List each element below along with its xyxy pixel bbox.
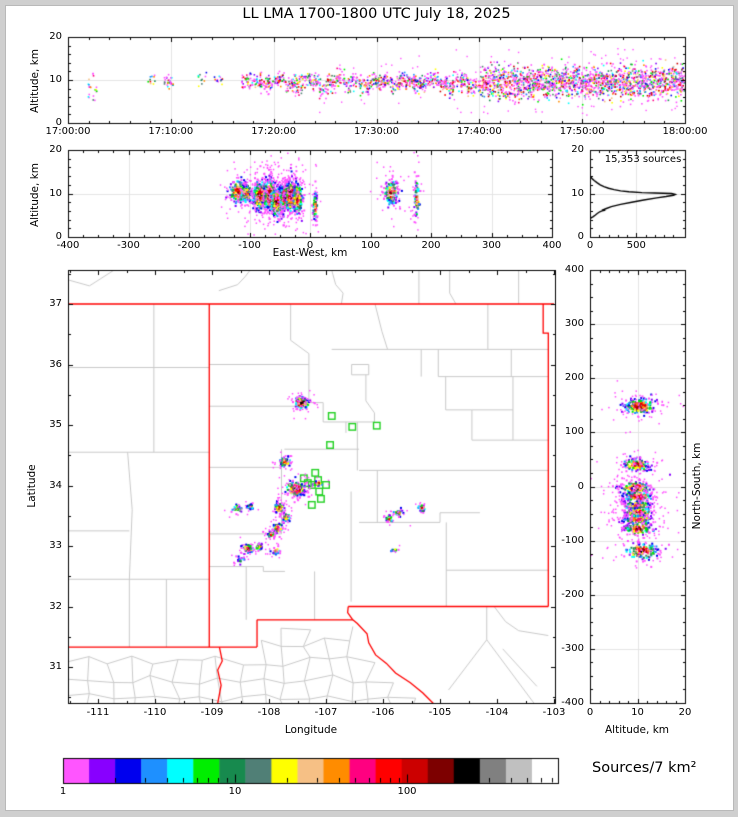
tick-label: 0 [55, 117, 62, 128]
tick-label: 17:00:00 [45, 126, 91, 137]
tick-label: 500 [626, 240, 646, 251]
tick-label: 17:10:00 [148, 126, 194, 137]
tick-label: -300 [561, 642, 584, 654]
tick-label: 10 [571, 187, 584, 199]
tick-label: -103 [542, 707, 566, 718]
tick-label: 17:40:00 [456, 126, 502, 137]
tick-label: 300 [564, 318, 584, 330]
tick-label: -200 [561, 588, 584, 600]
tick-label: 200 [421, 240, 441, 251]
tick-label: -106 [371, 707, 395, 718]
tick-label: -109 [200, 707, 224, 718]
ns-panel-ylabel: North-South, km [691, 442, 703, 530]
tick-label: -105 [428, 707, 452, 718]
tick-label: 34 [49, 479, 62, 491]
tick-label: 32 [49, 600, 62, 612]
tick-label: 10 [631, 707, 644, 718]
tick-label: -108 [257, 707, 281, 718]
tick-label: 0 [586, 707, 594, 718]
tick-label: -200 [177, 240, 201, 251]
tick-label: 100 [397, 786, 417, 797]
tick-label: 33 [49, 540, 62, 551]
tick-label: -400 [561, 697, 584, 708]
tick-label: 17:20:00 [251, 126, 297, 137]
tick-label: -111 [86, 707, 110, 718]
tick-label: 400 [564, 264, 584, 275]
tick-label: 17:50:00 [559, 126, 605, 137]
tick-label: 36 [49, 358, 62, 370]
tick-label: 100 [360, 240, 381, 251]
tick-label: 0 [577, 480, 584, 492]
tick-label: 200 [564, 372, 584, 384]
tick-label: 0 [586, 240, 594, 251]
tick-label: 10 [49, 187, 62, 199]
tick-label: -100 [238, 240, 261, 251]
tick-label: 18:00:00 [662, 126, 708, 137]
tick-label: -300 [117, 240, 140, 251]
tick-label: 20 [571, 144, 584, 155]
tick-label: -110 [143, 707, 167, 718]
tick-label: 400 [542, 240, 562, 251]
tick-label: 20 [49, 144, 62, 155]
tick-label: 0 [306, 240, 314, 251]
ew-panel-xlabel: East-West, km [272, 247, 348, 259]
tick-label: 20 [49, 31, 62, 42]
tick-label: 1 [59, 786, 67, 797]
tick-label: 31 [49, 661, 62, 672]
tick-label: 300 [481, 240, 502, 251]
tick-label: 10 [228, 786, 242, 797]
tick-label: 37 [49, 298, 62, 309]
tick-label: -400 [56, 240, 80, 251]
tick-label: 0 [55, 231, 62, 242]
sources-count-label: 15,353 sources [604, 154, 682, 165]
tick-label: -100 [561, 534, 584, 546]
tick-label: 20 [678, 707, 692, 718]
figure-title: LL LMA 1700-1800 UTC July 18, 2025 [242, 6, 511, 22]
map-xlabel: Longitude [284, 724, 338, 736]
tick-label: -107 [314, 707, 338, 718]
colorbar-label: Sources/7 km² [592, 760, 697, 776]
tick-label: 17:30:00 [354, 126, 399, 137]
tick-label: -104 [485, 707, 509, 718]
tick-label: 35 [49, 419, 62, 430]
tick-label: 10 [49, 74, 62, 85]
ns-panel-xlabel: Altitude, km [604, 724, 669, 736]
tick-label: 0 [577, 231, 584, 242]
tick-label: 100 [564, 426, 584, 438]
